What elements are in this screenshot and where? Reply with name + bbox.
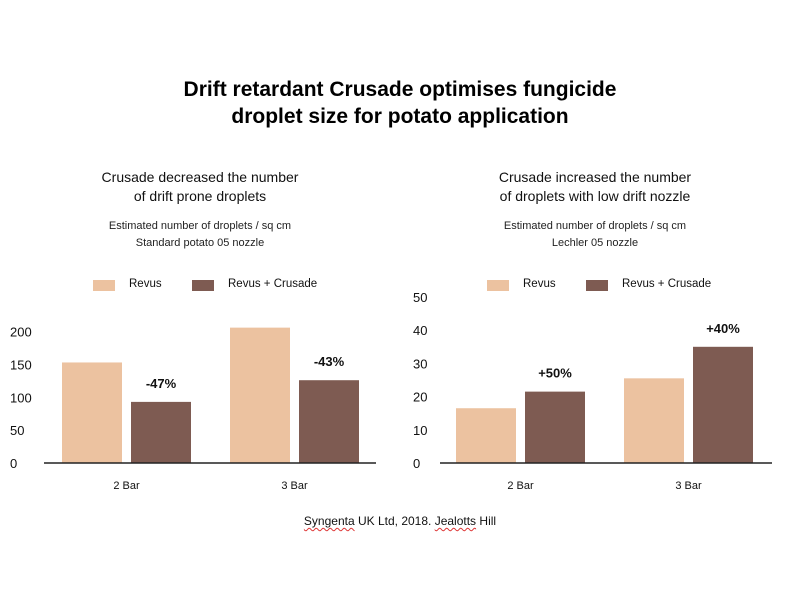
left-x-tick-2-bar: 2 Bar (113, 480, 140, 492)
left-legend-swatch-revus (93, 280, 115, 291)
right-y-tick-40: 40 (413, 323, 427, 338)
left-chart-subtitle-line-1: Estimated number of droplets / sq cm (108, 220, 292, 232)
right-chart-title-line-2: of droplets with low drift nozzle (499, 188, 691, 204)
main-title-line-1: Drift retardant Crusade optimises fungic… (183, 78, 617, 101)
right-chart-title: Crusade increased the number of droplets… (435, 168, 755, 206)
left-y-tick-100: 100 (10, 390, 32, 405)
left-chart-subtitle-line-2: Standard potato 05 nozzle (135, 237, 265, 249)
right-y-tick-20: 20 (413, 390, 427, 405)
right-y-tick-10: 10 (413, 423, 427, 438)
right-chart-subtitle-line-2: Lechler 05 nozzle (551, 237, 639, 249)
right-y-tick-0: 0 (413, 456, 420, 471)
right-y-tick-50: 50 (413, 290, 427, 305)
footer-source-part-1: Syngenta (303, 514, 355, 528)
right-bar-2-bar-revus (456, 408, 516, 463)
right-bar-3-bar-revus (624, 378, 684, 463)
left-y-tick-0: 0 (10, 456, 17, 471)
left-x-tick-3-bar: 3 Bar (281, 480, 308, 492)
left-legend-label-revus: Revus (129, 278, 162, 290)
left-bar-2-bar-revus-crusade (131, 401, 191, 463)
left-bar-2-bar-revus (62, 362, 122, 463)
left-chart-title-line-2: of drift prone droplets (133, 188, 267, 204)
right-legend-swatch-revus (487, 280, 509, 291)
footer-source-part-2: UK Ltd, 2018. (354, 514, 435, 528)
left-chart-title-line-1: Crusade decreased the number (101, 169, 299, 185)
right-legend-label-revus-crusade: Revus + Crusade (622, 278, 712, 290)
footer-source: Syngenta UK Ltd, 2018. Jealotts Hill (0, 514, 800, 528)
right-y-tick-30: 30 (413, 356, 427, 371)
left-y-tick-50: 50 (10, 423, 24, 438)
left-legend-swatch-revus-crusade (192, 280, 214, 291)
main-title-line-2: droplet size for potato application (231, 105, 569, 128)
right-x-tick-2-bar: 2 Bar (507, 480, 534, 492)
left-chart-title: Crusade decreased the number of drift pr… (40, 168, 360, 206)
left-data-label-2-bar: -47% (146, 376, 177, 391)
footer-source-part-4: Hill (476, 514, 497, 528)
left-y-tick-200: 200 (10, 325, 32, 340)
right-legend-label-revus: Revus (523, 278, 556, 290)
footer-source-part-3: Jealotts (434, 514, 477, 528)
right-legend-swatch-revus-crusade (586, 280, 608, 291)
right-chart-subtitle-line-1: Estimated number of droplets / sq cm (503, 220, 687, 232)
main-title: Drift retardant Crusade optimises fungic… (0, 76, 800, 130)
left-y-tick-150: 150 (10, 357, 32, 372)
left-data-label-3-bar: -43% (314, 354, 345, 369)
right-bar-3-bar-revus-crusade (693, 346, 753, 463)
left-bar-3-bar-revus (230, 327, 290, 463)
right-x-tick-3-bar: 3 Bar (675, 480, 702, 492)
left-chart-subtitle: Estimated number of droplets / sq cm Sta… (40, 218, 360, 252)
right-data-label-2-bar: +50% (538, 366, 572, 381)
right-chart-title-line-1: Crusade increased the number (498, 169, 692, 185)
left-legend-label-revus-crusade: Revus + Crusade (228, 278, 318, 290)
right-chart-subtitle: Estimated number of droplets / sq cm Lec… (435, 218, 755, 252)
left-bar-3-bar-revus-crusade (299, 380, 359, 463)
right-data-label-3-bar: +40% (706, 321, 740, 336)
right-bar-2-bar-revus-crusade (525, 391, 585, 463)
